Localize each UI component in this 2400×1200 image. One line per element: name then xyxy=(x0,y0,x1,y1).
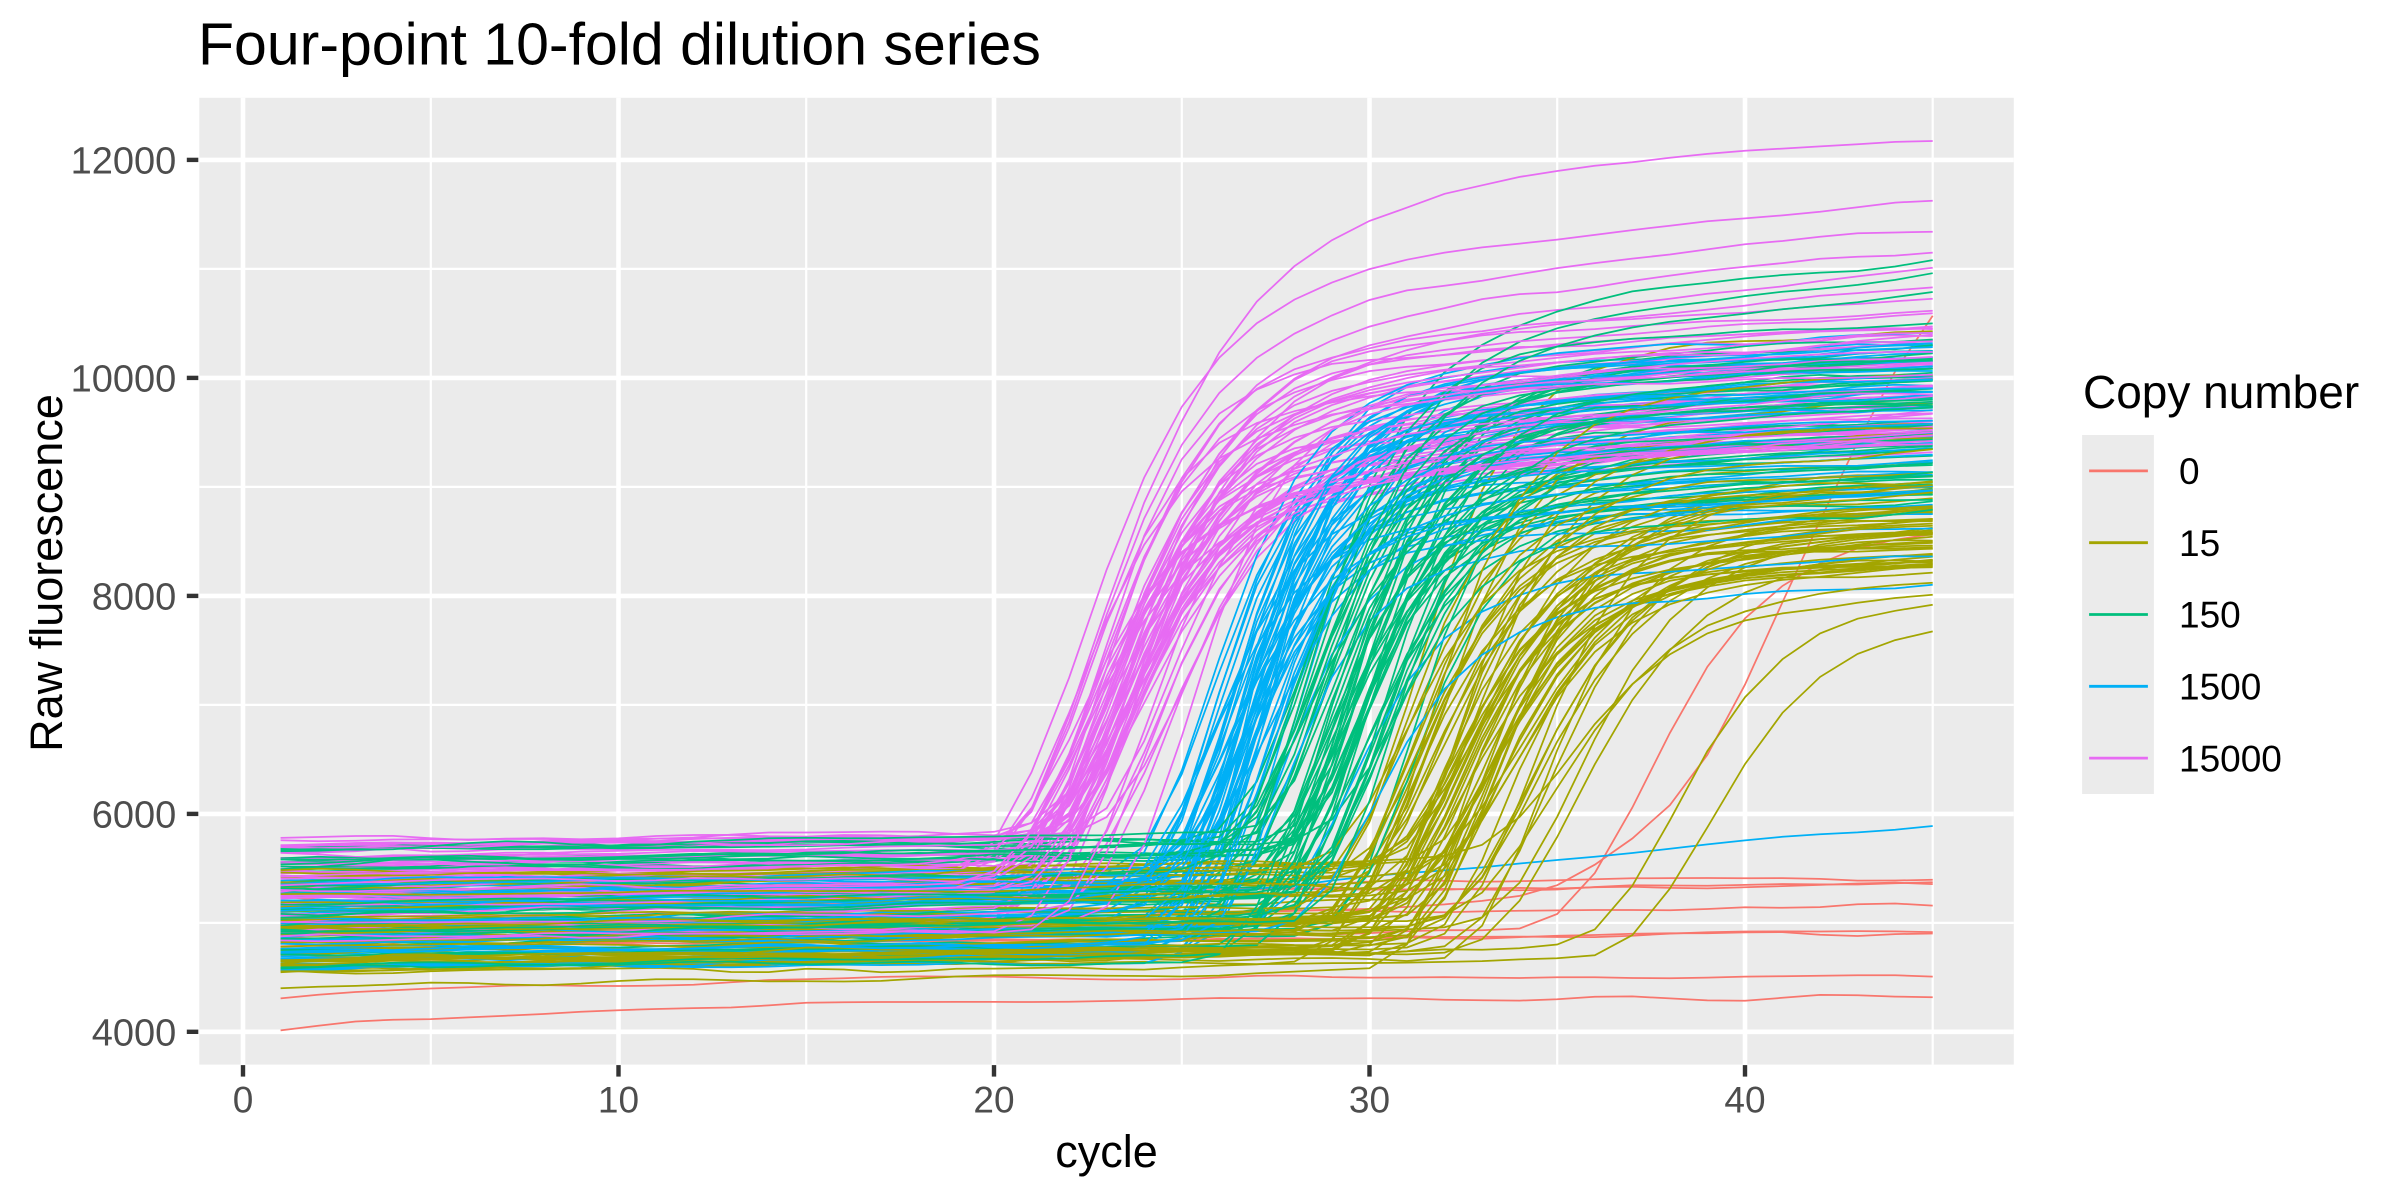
svg-text:Raw fluorescence: Raw fluorescence xyxy=(21,394,72,752)
svg-text:0: 0 xyxy=(2179,451,2200,492)
svg-text:150: 150 xyxy=(2179,595,2241,636)
svg-text:30: 30 xyxy=(1349,1080,1390,1121)
svg-text:10: 10 xyxy=(598,1080,639,1121)
svg-text:Four-point 10-fold dilution se: Four-point 10-fold dilution series xyxy=(198,12,1041,78)
svg-text:6000: 6000 xyxy=(92,795,177,837)
svg-text:cycle: cycle xyxy=(1055,1126,1158,1177)
svg-text:Copy number: Copy number xyxy=(2083,366,2359,418)
svg-text:10000: 10000 xyxy=(71,359,177,401)
svg-text:15: 15 xyxy=(2179,523,2220,564)
svg-text:15000: 15000 xyxy=(2179,738,2282,779)
svg-text:20: 20 xyxy=(973,1080,1014,1121)
svg-text:8000: 8000 xyxy=(92,577,177,619)
svg-text:40: 40 xyxy=(1724,1080,1765,1121)
svg-text:4000: 4000 xyxy=(92,1012,177,1054)
svg-text:1500: 1500 xyxy=(2179,667,2261,708)
svg-text:12000: 12000 xyxy=(71,141,177,183)
svg-text:0: 0 xyxy=(233,1080,254,1121)
